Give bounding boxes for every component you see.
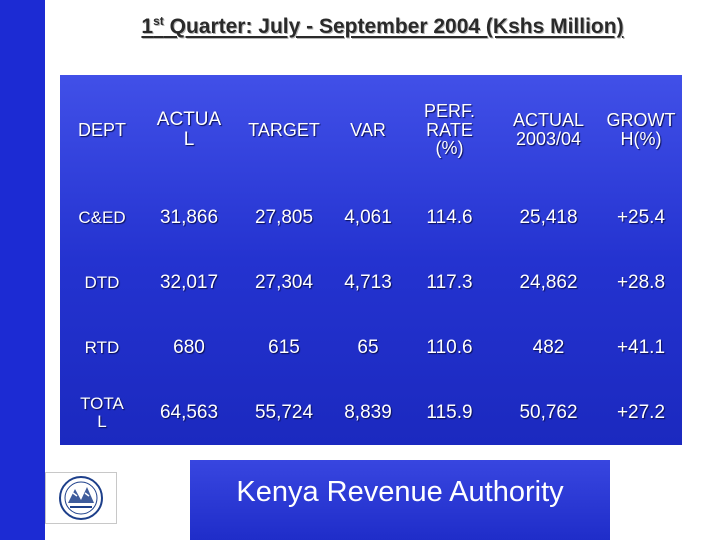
col-header-var: VAR [350, 119, 386, 140]
perf-rate-cell: 110.6 [426, 336, 473, 358]
table-row: RTD 680 615 65 110.6 482 +41.1 [60, 315, 682, 380]
dept-cell: RTD [84, 337, 120, 357]
side-bar [0, 0, 45, 540]
growth-cell: +28.8 [616, 271, 666, 293]
col-header-dept: DEPT [77, 119, 126, 140]
perf-rate-cell: 117.3 [426, 271, 473, 293]
target-cell: 27,805 [254, 206, 314, 228]
var-cell: 4,713 [344, 271, 392, 293]
col-header-target: TARGET [248, 119, 320, 140]
dept-cell: DTD [84, 272, 120, 292]
col-header-actual: ACTUA L [156, 109, 222, 150]
actual-cell: 31,866 [159, 206, 219, 228]
table-row: DTD 32,017 27,304 4,713 117.3 24,862 +28… [60, 250, 682, 315]
col-header-perf-rate: PERF. RATE (%) [423, 100, 475, 159]
actual-cell: 64,563 [159, 401, 219, 423]
table-row-total: TOTA L 64,563 55,724 8,839 115.9 50,762 +… [60, 380, 682, 445]
revenue-table: DEPT ACTUA L TARGET VAR PERF. RATE (%) ACTU… [60, 75, 682, 445]
target-cell: 55,724 [254, 401, 314, 423]
growth-cell: +27.2 [616, 401, 666, 423]
slide-title: 1st Quarter: July - September 2004 (Kshs… [141, 14, 624, 38]
col-header-actual-2003-04: ACTUAL 2003/04 [512, 110, 584, 149]
actual-prev-cell: 24,862 [519, 271, 578, 293]
col-header-growth: GROWT H(%) [606, 110, 676, 149]
actual-cell: 32,017 [159, 271, 219, 293]
dept-cell: TOTA L [80, 393, 124, 431]
actual-prev-cell: 50,762 [519, 401, 578, 423]
dept-cell: C&ED [78, 207, 126, 227]
actual-cell: 680 [173, 336, 205, 358]
var-cell: 4,061 [344, 206, 392, 228]
var-cell: 65 [357, 336, 379, 358]
perf-rate-cell: 114.6 [426, 206, 473, 228]
target-cell: 615 [268, 336, 300, 358]
actual-prev-cell: 482 [532, 336, 565, 358]
header-row: DEPT ACTUA L TARGET VAR PERF. RATE (%) ACTU… [60, 75, 682, 185]
var-cell: 8,839 [344, 401, 392, 423]
perf-rate-cell: 115.9 [426, 401, 473, 423]
target-cell: 27,304 [254, 271, 314, 293]
table-row: C&ED 31,866 27,805 4,061 114.6 25,418 +2… [60, 185, 682, 250]
growth-cell: +41.1 [616, 336, 666, 358]
footer-banner [190, 460, 610, 540]
table-panel [60, 75, 682, 445]
organization-name: Kenya Revenue Authority [236, 476, 564, 508]
kra-emblem-icon [45, 472, 117, 524]
actual-prev-cell: 25,418 [519, 206, 578, 228]
growth-cell: +25.4 [616, 206, 666, 228]
